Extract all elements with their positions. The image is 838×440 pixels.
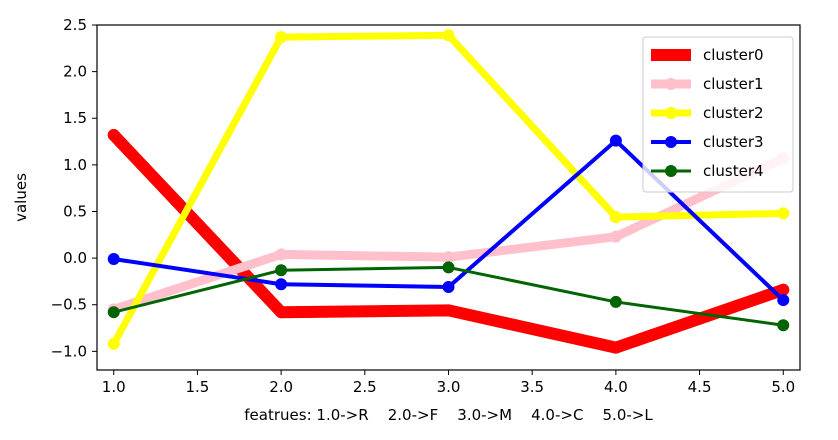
x-tick-label: 2.5 (353, 378, 377, 396)
y-tick-label: 1.0 (63, 156, 87, 174)
y-tick-label: 1.5 (63, 109, 87, 127)
series-cluster4 (107, 261, 790, 332)
data-point (275, 306, 288, 319)
data-point (442, 281, 455, 294)
legend-label: cluster3 (703, 133, 764, 151)
y-tick-label: 0.5 (63, 202, 87, 220)
legend-label: cluster4 (703, 162, 764, 180)
y-axis-label: values (12, 173, 30, 222)
legend-swatch-marker (665, 49, 677, 61)
x-tick-label: 5.0 (771, 378, 795, 396)
legend-entry: cluster4 (651, 162, 764, 180)
data-point (107, 253, 120, 266)
data-point (777, 294, 790, 307)
axis-ticks: 1.0 1.5 2.0 2.5 3.0 3.5 4.0 4.5 5.0 −1.0 −0.5 0.0 0.… (51, 16, 796, 396)
x-tick-label: 3.5 (520, 378, 544, 396)
y-tick-label: 0.0 (63, 249, 87, 267)
legend-swatch-marker (665, 136, 677, 148)
series-lines (107, 29, 790, 354)
data-point (275, 248, 288, 261)
y-tick-label: 2.0 (63, 63, 87, 81)
legend: cluster0 cluster1 cluster2 cluster3 cluster4 (642, 36, 794, 193)
x-tick-label: 4.0 (604, 378, 628, 396)
legend-swatch-marker (665, 107, 677, 119)
data-point (107, 337, 120, 350)
series-cluster0 (107, 129, 790, 354)
y-tick-label: −1.0 (51, 342, 87, 360)
data-point (609, 230, 622, 243)
legend-label: cluster2 (703, 104, 764, 122)
data-point (609, 341, 622, 354)
legend-swatch-marker (665, 165, 677, 177)
x-tick-label: 1.0 (102, 378, 126, 396)
x-tick-label: 2.0 (269, 378, 293, 396)
legend-entry: cluster3 (651, 133, 764, 151)
x-axis-label: featrues: 1.0->R 2.0->F 3.0->M 4.0->C 5.… (244, 406, 653, 424)
legend-label: cluster0 (703, 46, 764, 64)
legend-swatch-marker (665, 78, 677, 90)
legend-label: cluster1 (703, 75, 764, 93)
data-point (777, 283, 790, 296)
data-point (609, 295, 622, 308)
legend-box (642, 36, 794, 193)
data-point (442, 261, 455, 274)
series-cluster3 (107, 134, 790, 307)
series-cluster2 (107, 29, 790, 350)
legend-entry: cluster0 (651, 46, 764, 64)
data-point (275, 264, 288, 277)
data-point (275, 31, 288, 44)
data-point (107, 306, 120, 319)
x-tick-label: 4.5 (688, 378, 712, 396)
legend-entry: cluster2 (651, 104, 764, 122)
data-point (442, 29, 455, 42)
data-point (275, 278, 288, 291)
legend-entry: cluster1 (651, 75, 764, 93)
data-point (777, 207, 790, 220)
data-point (107, 129, 120, 142)
x-tick-label: 1.5 (185, 378, 209, 396)
data-point (442, 304, 455, 317)
data-point (442, 251, 455, 264)
data-point (777, 319, 790, 332)
data-point (609, 134, 622, 147)
data-point (609, 211, 622, 224)
x-tick-label: 3.0 (437, 378, 461, 396)
y-tick-label: −0.5 (51, 296, 87, 314)
y-tick-label: 2.5 (63, 16, 87, 34)
